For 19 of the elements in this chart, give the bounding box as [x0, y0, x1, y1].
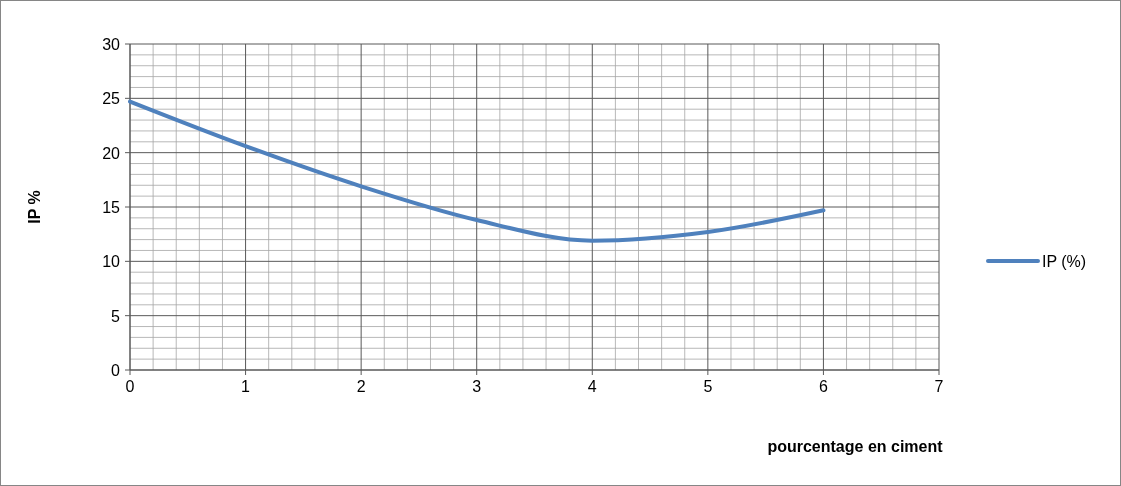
y-tick-label: 5: [111, 307, 121, 325]
x-tick-label: 7: [934, 378, 944, 395]
y-tick-label: 10: [102, 253, 121, 271]
x-tick-label: 6: [818, 378, 828, 395]
x-tick-label: 5: [703, 378, 713, 395]
legend-label: IP (%): [1042, 253, 1087, 270]
y-tick-label: 15: [102, 199, 121, 216]
line-series: [128, 99, 826, 243]
y-tick-label: 20: [102, 144, 121, 162]
x-tick-label: 3: [472, 378, 482, 395]
y-axis-title: IP %: [26, 190, 43, 224]
x-tick-label: 2: [356, 378, 366, 395]
y-tick-label: 25: [102, 90, 121, 108]
x-tick-label: 4: [587, 378, 597, 395]
y-tick-label: 30: [102, 36, 121, 53]
x-tick-label: 0: [125, 378, 135, 395]
x-tick-label: 1: [241, 378, 251, 395]
x-axis-title: pourcentage en ciment: [767, 438, 944, 455]
y-tick-label: 0: [111, 362, 121, 379]
